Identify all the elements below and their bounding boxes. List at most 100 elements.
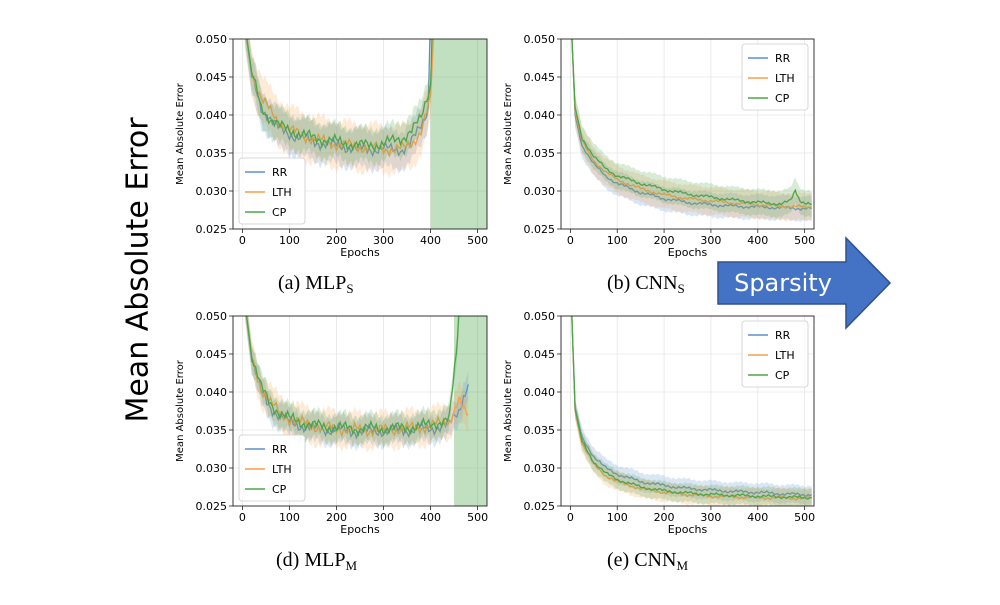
series-band-cp — [571, 39, 812, 218]
y-tick-label: 0.030 — [524, 462, 556, 475]
series-band-cp — [244, 316, 460, 449]
chart-e: 0 100 200 300 400 500 0.025 0.030 0.035 0.040 0.04… — [503, 310, 815, 536]
caption-b-text: (b) CNN — [607, 272, 678, 294]
legend-label-rr: RR — [775, 52, 791, 65]
legend-label-rr: RR — [272, 166, 288, 179]
y-tick-label: 0.035 — [196, 424, 228, 437]
legend-box — [741, 43, 809, 111]
y-tick-label: 0.035 — [524, 147, 556, 160]
x-axis-label: Epochs — [668, 523, 708, 536]
legend: RR LTH CP — [741, 43, 809, 111]
series-line-lth — [571, 316, 813, 501]
caption-e-text: (e) CNN — [607, 549, 677, 571]
y-tick-label: 0.045 — [524, 71, 556, 84]
x-tick-label: 400 — [747, 234, 768, 247]
divergence-band — [430, 39, 487, 229]
divergence-band — [454, 316, 487, 506]
x-tick-label: 300 — [700, 234, 721, 247]
series-line-lth — [246, 39, 434, 158]
x-tick-label: 100 — [279, 234, 300, 247]
plot-area — [571, 39, 812, 223]
y-tick-label: 0.045 — [524, 348, 556, 361]
x-tick-label: 300 — [700, 511, 721, 524]
x-tick-label: 200 — [326, 234, 347, 247]
x-tick-label: 100 — [607, 234, 628, 247]
y-axis-label: Mean Absolute Error — [175, 359, 186, 462]
axes-frame — [560, 315, 815, 507]
y-tick-label: 0.035 — [196, 147, 228, 160]
y-axis-label: Mean Absolute Error — [175, 82, 186, 185]
figure-y-axis-label: Mean Absolute Error — [120, 117, 156, 423]
y-tick-label: 0.045 — [196, 348, 228, 361]
x-tick-label: 0 — [239, 511, 246, 524]
chart-a: 0 100 200 300 400 500 0.025 0.030 0.035 0.040 0.04… — [175, 33, 488, 259]
legend-label-cp: CP — [272, 206, 287, 219]
sparsity-arrow — [717, 236, 892, 330]
y-tick-label: 0.025 — [196, 223, 228, 236]
legend: RR LTH CP — [741, 320, 809, 388]
x-tick-label: 200 — [654, 511, 675, 524]
series-band-rr — [571, 39, 812, 223]
plot-area — [571, 316, 813, 506]
legend-label-cp: CP — [272, 483, 287, 496]
legend: RR LTH CP — [238, 157, 306, 225]
y-tick-label: 0.040 — [196, 109, 228, 122]
caption-d: (d) MLPM — [276, 549, 357, 574]
x-tick-label: 500 — [467, 511, 488, 524]
x-tick-label: 400 — [420, 511, 441, 524]
legend-label-lth: LTH — [775, 349, 795, 362]
chart-b: 0 100 200 300 400 500 0.025 0.030 0.035 0.040 0.04… — [503, 33, 815, 259]
x-tick-label: 500 — [794, 234, 815, 247]
legend-box — [741, 320, 809, 388]
legend-label-lth: LTH — [272, 186, 292, 199]
x-tick-label: 0 — [239, 234, 246, 247]
y-tick-label: 0.025 — [524, 223, 556, 236]
series-line-cp — [571, 39, 812, 206]
caption-a-text: (a) MLP — [278, 272, 347, 294]
legend-label-lth: LTH — [272, 463, 292, 476]
y-tick-label: 0.030 — [196, 185, 228, 198]
y-tick-label: 0.050 — [196, 33, 228, 46]
caption-e-sub: M — [676, 558, 688, 573]
plot-area — [244, 39, 487, 229]
x-tick-label: 400 — [420, 234, 441, 247]
series-band-lth — [244, 39, 435, 179]
y-axis-label: Mean Absolute Error — [503, 359, 514, 462]
x-tick-label: 0 — [567, 234, 574, 247]
x-axis-label: Epochs — [668, 246, 708, 259]
legend-box — [238, 157, 306, 225]
legend-label-rr: RR — [272, 443, 288, 456]
series-band-rr — [571, 316, 812, 506]
series-band-rr — [244, 39, 431, 175]
plot-area — [244, 316, 487, 506]
x-tick-label: 400 — [747, 511, 768, 524]
y-tick-label: 0.045 — [196, 71, 228, 84]
x-tick-label: 500 — [467, 234, 488, 247]
series-band-lth — [571, 39, 812, 222]
y-tick-label: 0.050 — [196, 310, 228, 323]
x-tick-label: 200 — [654, 234, 675, 247]
y-tick-label: 0.050 — [524, 33, 556, 46]
y-tick-label: 0.025 — [524, 500, 556, 513]
series-line-cp — [245, 316, 460, 438]
x-tick-label: 100 — [607, 511, 628, 524]
legend-box — [238, 434, 306, 502]
y-tick-label: 0.040 — [524, 109, 556, 122]
y-tick-label: 0.025 — [196, 500, 228, 513]
sparsity-arrow-label: Sparsity — [734, 269, 832, 297]
y-tick-label: 0.030 — [196, 462, 228, 475]
caption-e: (e) CNNM — [607, 549, 688, 574]
legend-label-rr: RR — [775, 329, 791, 342]
x-tick-label: 300 — [373, 511, 394, 524]
series-band-rr — [244, 316, 469, 452]
x-tick-label: 300 — [373, 234, 394, 247]
axes-frame — [560, 38, 815, 230]
caption-d-text: (d) MLP — [276, 549, 346, 571]
y-tick-label: 0.040 — [524, 386, 556, 399]
chart-d: 0 100 200 300 400 500 0.025 0.030 0.035 0.040 0.04… — [175, 310, 488, 536]
series-line-cp — [246, 39, 433, 153]
caption-b: (b) CNNS — [607, 272, 685, 297]
x-tick-label: 500 — [794, 511, 815, 524]
legend: RR LTH CP — [238, 434, 306, 502]
